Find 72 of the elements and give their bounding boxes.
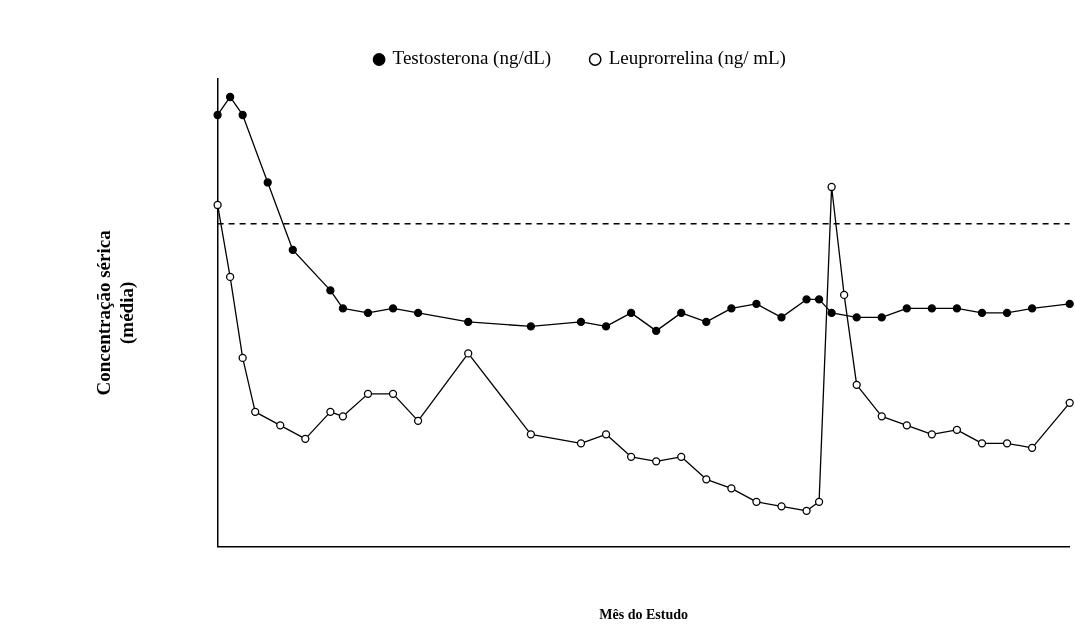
point — [413, 416, 423, 425]
point — [652, 326, 661, 336]
point — [301, 434, 310, 443]
point — [852, 313, 861, 322]
point — [326, 407, 335, 417]
point — [1027, 443, 1037, 452]
point — [363, 308, 373, 318]
point — [526, 322, 536, 331]
point — [952, 425, 962, 434]
point — [338, 412, 348, 421]
point — [927, 304, 937, 313]
point — [263, 178, 272, 187]
point — [576, 317, 586, 327]
point — [276, 421, 285, 430]
point — [526, 430, 536, 439]
point — [225, 272, 235, 282]
point — [1002, 439, 1012, 448]
point — [288, 245, 297, 255]
point — [626, 308, 636, 318]
point — [777, 313, 786, 322]
point — [652, 457, 661, 466]
point — [977, 439, 987, 448]
point — [839, 290, 849, 300]
point — [877, 313, 886, 322]
point — [727, 304, 736, 313]
point — [326, 286, 335, 295]
point — [752, 497, 761, 506]
point — [814, 295, 824, 304]
point — [626, 452, 636, 461]
point — [877, 412, 886, 421]
point — [1065, 299, 1074, 309]
x-axis-title: Mês do Estudo — [599, 607, 688, 623]
point — [251, 407, 260, 417]
y-axis-title: Concentração sérica (média) — [93, 229, 139, 396]
point — [814, 497, 824, 506]
point — [952, 304, 962, 313]
point — [827, 308, 836, 318]
point — [576, 439, 586, 448]
point — [902, 304, 911, 313]
point — [727, 484, 736, 493]
point — [677, 452, 686, 461]
point — [827, 182, 836, 192]
legend-label: Leuprorrelina (ng/ mL) — [608, 47, 786, 70]
point — [1002, 308, 1012, 318]
point — [702, 317, 711, 327]
point — [363, 389, 373, 399]
point — [601, 322, 611, 331]
point — [752, 299, 761, 309]
point — [338, 304, 348, 313]
point — [852, 380, 861, 390]
point — [464, 317, 473, 327]
point — [802, 295, 811, 304]
point — [213, 110, 222, 120]
point — [1065, 398, 1074, 408]
point — [464, 349, 473, 358]
point — [213, 200, 222, 210]
point — [802, 506, 811, 515]
point — [238, 110, 247, 120]
point — [601, 430, 611, 439]
point — [777, 502, 786, 511]
point — [977, 308, 987, 318]
point — [238, 353, 247, 363]
point — [413, 308, 423, 318]
point — [388, 304, 398, 313]
point — [702, 475, 711, 484]
legend-label: Testosterona (ng/dL) — [392, 47, 552, 70]
point — [677, 308, 686, 318]
point — [388, 389, 398, 399]
point — [902, 421, 911, 430]
point — [225, 92, 235, 102]
point — [1027, 304, 1037, 313]
point — [927, 430, 937, 439]
